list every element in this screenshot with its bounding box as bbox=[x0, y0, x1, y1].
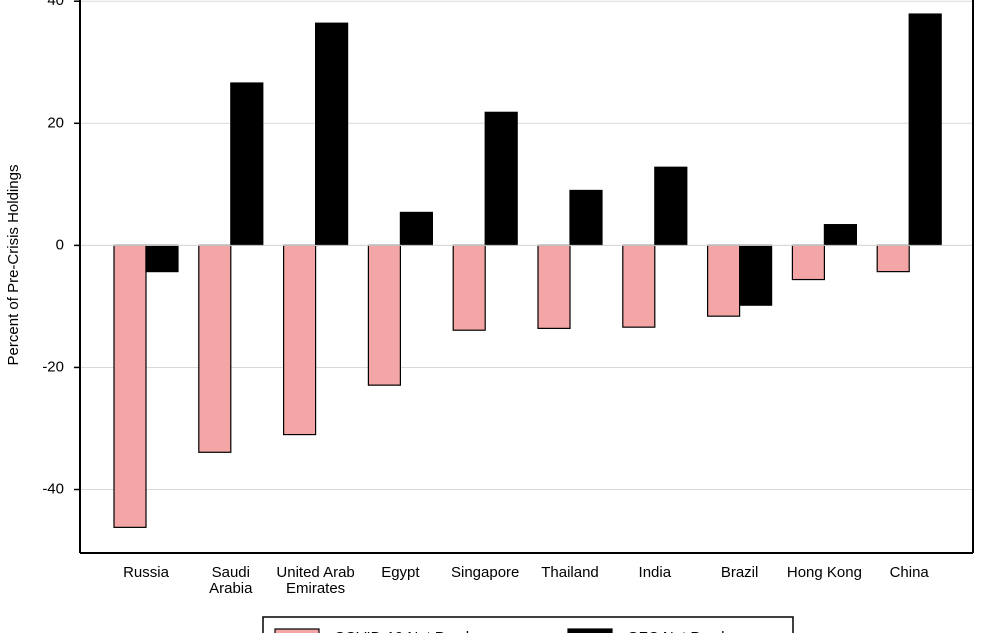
y-tick-label: 40 bbox=[47, 0, 64, 9]
legend-box bbox=[262, 616, 794, 633]
bar bbox=[283, 244, 317, 436]
bar bbox=[315, 22, 349, 246]
bar bbox=[113, 244, 147, 528]
x-tick-label: Brazil bbox=[720, 565, 759, 581]
bar bbox=[367, 244, 401, 386]
bar bbox=[569, 189, 603, 246]
legend-label: COVID-19 Net Purchases bbox=[334, 629, 506, 633]
x-tick-label-box: United Arab Emirates bbox=[276, 565, 355, 597]
bar bbox=[145, 244, 179, 273]
y-axis-label: Percent of Pre-Crisis Holdings bbox=[5, 165, 22, 366]
x-tick-label-box: China bbox=[889, 565, 929, 581]
bar bbox=[908, 13, 942, 246]
x-tick-label-box: Russia bbox=[123, 565, 169, 581]
x-tick-label-box: India bbox=[638, 565, 672, 581]
x-tick-label: India bbox=[638, 565, 672, 581]
bar bbox=[484, 111, 518, 246]
x-tick-label: Hong Kong bbox=[786, 565, 862, 581]
x-tick-label-box: Saudi Arabia bbox=[209, 565, 253, 597]
x-tick-label-box: Thailand bbox=[541, 565, 599, 581]
legend-swatch bbox=[567, 628, 613, 633]
x-tick-label-box: Singapore bbox=[450, 565, 520, 581]
x-tick-label-box: Hong Kong bbox=[786, 565, 862, 581]
y-tick-label: 20 bbox=[47, 114, 64, 131]
x-tick-label: United Arab Emirates bbox=[276, 565, 355, 597]
bar bbox=[198, 244, 232, 453]
x-tick-label: China bbox=[889, 565, 929, 581]
x-tick-label: Russia bbox=[123, 565, 169, 581]
bar bbox=[738, 244, 773, 306]
x-tick-label: Saudi Arabia bbox=[209, 565, 253, 597]
y-tick-label: -20 bbox=[42, 358, 64, 375]
bar bbox=[537, 244, 571, 329]
bar bbox=[791, 244, 826, 281]
bar bbox=[230, 82, 264, 246]
x-tick-label-box: Brazil bbox=[720, 565, 759, 581]
bar bbox=[622, 244, 656, 328]
bar bbox=[399, 211, 433, 246]
x-tick-label-box: Egypt bbox=[381, 565, 420, 581]
bar bbox=[452, 244, 486, 331]
y-tick-label: 0 bbox=[56, 236, 64, 253]
y-tick-label: -40 bbox=[42, 480, 64, 497]
x-tick-label: Singapore bbox=[450, 565, 520, 581]
x-tick-label: Thailand bbox=[541, 565, 599, 581]
legend-swatch bbox=[274, 628, 320, 633]
bar bbox=[654, 166, 688, 246]
x-tick-label: Egypt bbox=[381, 565, 420, 581]
bar bbox=[823, 224, 858, 246]
bar bbox=[876, 244, 910, 273]
legend-label: GFC Net Purchases bbox=[627, 629, 761, 633]
bar bbox=[706, 244, 741, 317]
